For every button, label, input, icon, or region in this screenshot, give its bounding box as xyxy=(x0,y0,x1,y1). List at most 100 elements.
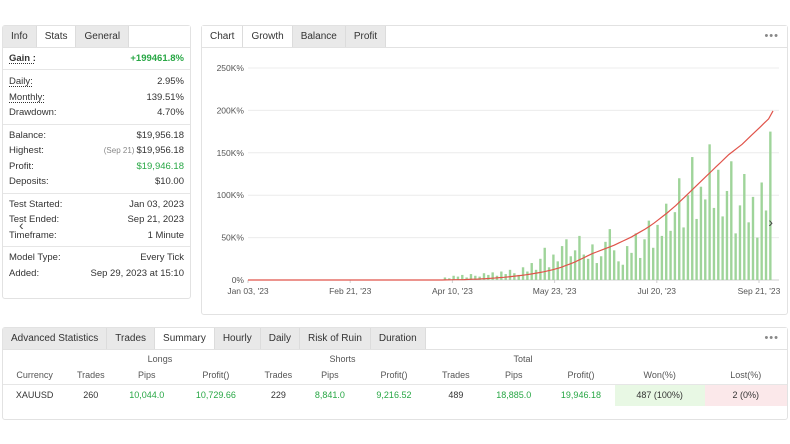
bar xyxy=(678,178,681,280)
group-header-row: Longs Shorts Total xyxy=(3,350,787,367)
tab-trades[interactable]: Trades xyxy=(107,328,156,349)
bar xyxy=(521,267,525,280)
tab-info[interactable]: Info xyxy=(3,26,37,47)
bar xyxy=(656,224,659,280)
tab-chart[interactable]: Chart xyxy=(202,26,244,47)
tab-advanced-statistics[interactable]: Advanced Statistics xyxy=(3,328,108,349)
bar xyxy=(704,199,707,280)
tab-duration[interactable]: Duration xyxy=(370,328,426,349)
total-header: Total xyxy=(513,353,533,364)
column-header: Profit() xyxy=(567,370,595,381)
tab-profit[interactable]: Profit xyxy=(345,26,387,47)
stat-value-text: Every Tick xyxy=(140,252,184,264)
table-row: XAUUSD 260 10,044.0 10,729.66 229 8,841.0 9,21… xyxy=(3,383,787,406)
gain-value: +199461.8% xyxy=(130,53,184,64)
column-header: Profit() xyxy=(380,370,408,381)
x-tick-label: Apr 10, '23 xyxy=(432,286,473,296)
column-header-row: Currency Trades Pips Profit() Trades Pips Prof… xyxy=(3,367,787,384)
bar xyxy=(456,276,460,280)
stat-label[interactable]: Daily: xyxy=(9,76,33,88)
bar xyxy=(569,256,572,280)
stat-row: Highest: (Sep 21) $19,956.18 xyxy=(3,143,190,159)
tab-daily[interactable]: Daily xyxy=(260,328,300,349)
bar xyxy=(443,277,447,280)
table-cell: 10,729.66 xyxy=(178,383,254,406)
bar xyxy=(682,227,685,280)
more-menu-icon[interactable]: ••• xyxy=(764,332,779,344)
bar xyxy=(612,250,616,280)
stat-label: Deposits: xyxy=(9,176,49,188)
tab-growth[interactable]: Growth xyxy=(243,26,293,47)
stats-panel: Info Stats General Gain : +199461.8% Dai… xyxy=(2,25,191,299)
bar xyxy=(647,220,651,280)
stat-value: $19,946.18 xyxy=(136,161,184,172)
bar xyxy=(708,144,711,280)
chevron-left-icon[interactable]: ‹ xyxy=(19,217,24,233)
column-header: Profit() xyxy=(202,370,230,381)
stat-value-text: 4.70% xyxy=(157,107,184,119)
stat-value: Every Tick xyxy=(140,252,184,263)
bar xyxy=(461,274,464,280)
adv-tabs: Advanced Statistics Trades Summary Hourl… xyxy=(3,328,787,350)
tab-risk-of-ruin[interactable]: Risk of Ruin xyxy=(299,328,371,349)
more-menu-icon[interactable]: ••• xyxy=(764,30,779,42)
bar xyxy=(586,258,590,280)
bar xyxy=(691,157,694,280)
stat-value-text: $10.00 xyxy=(154,176,184,188)
tab-general[interactable]: General xyxy=(76,26,130,47)
bar xyxy=(552,254,555,280)
bar xyxy=(695,218,698,280)
stat-value: 139.51% xyxy=(146,92,184,103)
stat-row: Daily: 2.95% xyxy=(3,74,190,90)
x-tick-label: May 23, '23 xyxy=(533,286,577,296)
chevron-right-icon[interactable]: › xyxy=(768,214,773,230)
stat-value: 2.95% xyxy=(157,76,184,87)
stat-label: Test Ended: xyxy=(9,214,60,226)
stat-value-text: 1 Minute xyxy=(147,229,184,241)
gain-label[interactable]: Gain : xyxy=(9,53,36,64)
stat-label: Model Type: xyxy=(9,252,61,264)
column-header: Trades xyxy=(264,370,293,381)
stat-note: (Sep 21) xyxy=(103,146,135,156)
bar xyxy=(721,216,724,280)
tab-balance[interactable]: Balance xyxy=(292,26,346,47)
column-header: Currency xyxy=(16,370,53,381)
tab-stats[interactable]: Stats xyxy=(36,26,77,47)
stat-row: Test Ended: Sep 21, 2023 xyxy=(3,212,190,228)
bar xyxy=(673,212,677,280)
bar xyxy=(591,244,594,280)
bar xyxy=(539,258,542,280)
bar xyxy=(508,269,512,280)
column-header: Won(%) xyxy=(643,370,676,381)
stat-row: Test Started: Jan 03, 2023 xyxy=(3,197,190,213)
stat-label: Test Started: xyxy=(9,198,63,210)
bar xyxy=(760,182,763,280)
bar xyxy=(730,161,733,280)
stat-value-text: $19,956.18 xyxy=(136,145,184,157)
column-header: Pips xyxy=(505,370,523,381)
bar xyxy=(617,261,620,280)
bar xyxy=(534,269,538,280)
bar xyxy=(764,210,768,280)
bar xyxy=(469,274,473,280)
x-tick-label: Feb 21, '23 xyxy=(329,286,372,296)
stat-label: Profit: xyxy=(9,160,34,172)
summary-table: Longs Shorts Total Currency Trades Pips Pro… xyxy=(3,350,787,406)
stat-value: Sep 29, 2023 at 15:10 xyxy=(91,268,185,279)
x-tick-label: Sep 21, '23 xyxy=(738,286,781,296)
stat-row: Profit: $19,946.18 xyxy=(3,159,190,175)
tab-summary[interactable]: Summary xyxy=(155,328,215,349)
table-cell: 18,885.0 xyxy=(480,383,548,406)
bar xyxy=(621,264,625,280)
table-cell: 10,044.0 xyxy=(115,383,179,406)
stat-label: Drawdown: xyxy=(9,107,57,119)
divider xyxy=(3,123,190,125)
bar xyxy=(491,272,494,280)
stat-label[interactable]: Monthly: xyxy=(9,91,45,103)
stat-value: Jan 03, 2023 xyxy=(129,199,184,210)
bar xyxy=(686,195,690,280)
bar xyxy=(660,235,664,280)
tab-hourly[interactable]: Hourly xyxy=(214,328,261,349)
shorts-header: Shorts xyxy=(329,353,356,364)
stat-label: Balance: xyxy=(9,129,46,141)
